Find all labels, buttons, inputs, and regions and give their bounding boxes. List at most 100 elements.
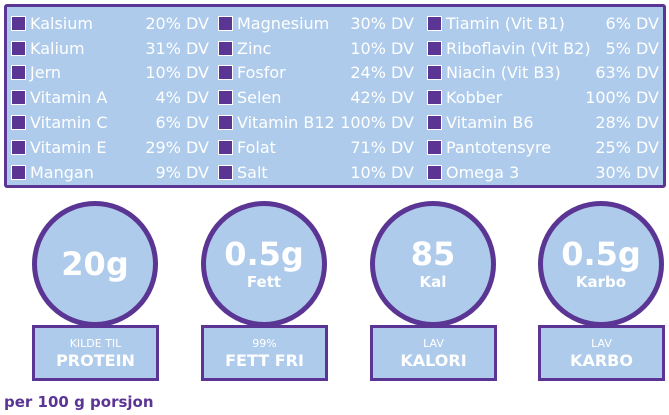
calorie-label: LAV KALORI — [370, 325, 497, 381]
nutrient-column-1: Kalsium 20% DV Kalium 31% DV Jern 10% DV Vi… — [11, 11, 209, 185]
nutrient-name: Fosfor — [237, 63, 286, 83]
nutrient-name: Kobber — [446, 88, 503, 108]
checkbox-square-icon — [427, 15, 442, 31]
nutrient-value: 10% DV — [145, 63, 209, 83]
nutrient-row: Folat 71% DV — [218, 135, 414, 160]
nutrient-value: 30% DV — [595, 162, 659, 182]
nutrient-name: Mangan — [30, 162, 94, 182]
nutrient-row: Kalsium 20% DV — [11, 11, 209, 36]
checkbox-square-icon — [11, 40, 26, 56]
fat-circle: 0.5g Fett — [201, 201, 327, 327]
nutrient-value: 100% DV — [340, 113, 414, 133]
calorie-circle: 85 Kal — [370, 201, 496, 327]
nutrient-row: Jern 10% DV — [11, 61, 209, 86]
checkbox-square-icon — [11, 115, 26, 131]
nutrient-name: Niacin (Vit B3) — [446, 63, 561, 83]
nutrient-value: 20% DV — [145, 13, 209, 33]
checkbox-square-icon — [427, 65, 442, 81]
nutrient-column-3: Tiamin (Vit B1) 6% DV Riboflavin (Vit B2)… — [427, 11, 659, 185]
nutrient-row: Vitamin A 4% DV — [11, 85, 209, 110]
nutrient-row: Niacin (Vit B3) 63% DV — [427, 61, 659, 86]
nutrient-value: 5% DV — [605, 38, 659, 58]
checkbox-square-icon — [11, 164, 26, 180]
fat-label-line1: 99% — [252, 336, 277, 350]
calorie-caption: Kal — [419, 273, 447, 291]
fat-caption: Fett — [246, 273, 282, 291]
nutrient-row: Vitamin B6 28% DV — [427, 110, 659, 135]
nutrient-name: Vitamin B6 — [446, 113, 534, 133]
nutrient-row: Vitamin C 6% DV — [11, 110, 209, 135]
nutrient-name: Riboflavin (Vit B2) — [446, 38, 591, 58]
protein-label-line2: PROTEIN — [56, 350, 135, 370]
nutrient-name: Vitamin C — [30, 113, 108, 133]
checkbox-square-icon — [11, 90, 26, 106]
protein-circle: 20g — [32, 201, 158, 327]
carb-amount: 0.5g — [561, 235, 641, 273]
nutrient-name: Jern — [30, 63, 61, 83]
checkbox-square-icon — [427, 115, 442, 131]
protein-label: KILDE TIL PROTEIN — [32, 325, 159, 381]
carb-label-line1: LAV — [591, 336, 612, 350]
nutrient-name: Zinc — [237, 38, 272, 58]
nutrient-row: Selen 42% DV — [218, 85, 414, 110]
fat-amount: 0.5g — [224, 235, 304, 273]
nutrient-name: Selen — [237, 88, 282, 108]
nutrient-row: Pantotensyre 25% DV — [427, 135, 659, 160]
checkbox-square-icon — [218, 65, 233, 81]
nutrient-name: Tiamin (Vit B1) — [446, 13, 565, 33]
nutrient-value: 71% DV — [350, 137, 414, 157]
nutrient-row: Mangan 9% DV — [11, 160, 209, 185]
nutrient-value: 4% DV — [155, 88, 209, 108]
nutrient-row: Riboflavin (Vit B2) 5% DV — [427, 36, 659, 61]
carb-label: LAV KARBO — [538, 325, 665, 381]
carb-label-line2: KARBO — [570, 350, 633, 370]
nutrient-row: Vitamin B12 100% DV — [218, 110, 414, 135]
checkbox-square-icon — [11, 65, 26, 81]
nutrient-column-2: Magnesium 30% DV Zinc 10% DV Fosfor 24% DV … — [218, 11, 414, 185]
nutrient-row: Salt 10% DV — [218, 160, 414, 185]
nutrient-value: 25% DV — [595, 137, 659, 157]
checkbox-square-icon — [218, 40, 233, 56]
nutrient-value: 9% DV — [155, 162, 209, 182]
nutrient-value: 63% DV — [595, 63, 659, 83]
nutrient-name: Salt — [237, 162, 268, 182]
nutrient-panel: Kalsium 20% DV Kalium 31% DV Jern 10% DV Vi… — [4, 4, 666, 188]
nutrient-name: Magnesium — [237, 13, 330, 33]
nutrient-row: Fosfor 24% DV — [218, 61, 414, 86]
calorie-label-line1: LAV — [423, 336, 444, 350]
checkbox-square-icon — [11, 15, 26, 31]
checkbox-square-icon — [218, 115, 233, 131]
checkbox-square-icon — [218, 164, 233, 180]
nutrient-row: Vitamin E 29% DV — [11, 135, 209, 160]
protein-amount: 20g — [61, 245, 129, 283]
nutrient-row: Magnesium 30% DV — [218, 11, 414, 36]
nutrient-row: Tiamin (Vit B1) 6% DV — [427, 11, 659, 36]
checkbox-square-icon — [427, 40, 442, 56]
nutrient-value: 6% DV — [155, 113, 209, 133]
calorie-amount: 85 — [410, 235, 456, 273]
calorie-label-line2: KALORI — [400, 350, 467, 370]
nutrient-value: 6% DV — [605, 13, 659, 33]
nutrient-name: Folat — [237, 137, 276, 157]
nutrient-name: Vitamin E — [30, 137, 107, 157]
nutrient-value: 10% DV — [350, 38, 414, 58]
checkbox-square-icon — [218, 139, 233, 155]
nutrient-value: 29% DV — [145, 137, 209, 157]
fat-label-line2: FETT FRI — [225, 350, 304, 370]
nutrient-value: 30% DV — [350, 13, 414, 33]
nutrient-name: Vitamin B12 — [237, 113, 335, 133]
nutrient-name: Vitamin A — [30, 88, 108, 108]
carb-circle: 0.5g Karbo — [538, 201, 664, 327]
nutrient-value: 42% DV — [350, 88, 414, 108]
nutrient-name: Omega 3 — [446, 162, 520, 182]
checkbox-square-icon — [427, 139, 442, 155]
nutrient-row: Omega 3 30% DV — [427, 160, 659, 185]
checkbox-square-icon — [218, 15, 233, 31]
nutrient-value: 31% DV — [145, 38, 209, 58]
nutrient-value: 28% DV — [595, 113, 659, 133]
carb-caption: Karbo — [575, 273, 627, 291]
nutrient-name: Pantotensyre — [446, 137, 552, 157]
checkbox-square-icon — [218, 90, 233, 106]
nutrient-value: 10% DV — [350, 162, 414, 182]
protein-label-line1: KILDE TIL — [69, 336, 122, 350]
